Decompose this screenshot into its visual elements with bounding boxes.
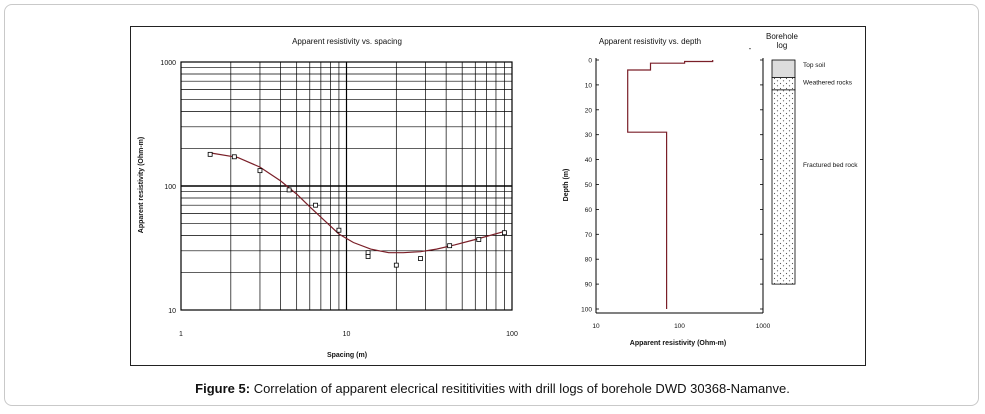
depth-chart-xlabel: Apparent resistivity (Ohm-m) (630, 340, 726, 347)
spacing-chart-x-tick-label: 1 (179, 331, 183, 338)
depth-chart-series (627, 60, 714, 309)
spacing-chart-y-tick-label: 1000 (160, 60, 176, 67)
depth-chart-y-tick-label: 0 (588, 58, 592, 65)
depth-chart-y-tick-label: 30 (585, 132, 593, 139)
spacing-chart-data-point (231, 154, 237, 160)
depth-chart-y-tick-label: 50 (585, 182, 593, 189)
spacing-chart-data-point (447, 243, 453, 249)
spacing-chart-data-point (336, 227, 342, 233)
depth-chart-x-tick-label: 1000 (756, 323, 771, 330)
spacing-chart-y-tick-label: 100 (164, 184, 176, 191)
spacing-chart-grid (180, 61, 513, 311)
figure-card: Apparent resistivity vs. spacing 1 10 100 1… (4, 4, 979, 406)
spacing-chart-data-point (476, 237, 482, 242)
figure-caption-label: Figure 5: (195, 381, 251, 396)
borehole-log-layers: Top soil Weathered rocks Fractured bed roc… (771, 59, 858, 285)
depth-chart-y-tick-label: 40 (585, 157, 593, 164)
borehole-layer (771, 77, 796, 91)
depth-chart-y-tick-label: 60 (585, 207, 593, 214)
borehole-layer-label: Top soil (803, 62, 826, 69)
borehole-layer-label: Fractured bed rock (803, 162, 858, 169)
spacing-chart-data-point (418, 256, 423, 261)
borehole-log-title-line1: Borehole (766, 32, 799, 41)
spacing-chart-data-point (207, 151, 213, 157)
figure-frame: Apparent resistivity vs. spacing 1 10 100 1… (130, 26, 866, 366)
depth-chart-x-tick-label: 100 (674, 323, 685, 330)
spacing-chart-ticks: 1 10 100 10 100 1000 (160, 60, 518, 338)
spacing-chart-data-point (257, 168, 263, 174)
depth-chart-y-tick-label: 100 (581, 307, 592, 314)
depth-chart: Apparent resistivity vs. depth 0 10 20 30 40… (563, 37, 771, 347)
spacing-chart-data-point (393, 262, 399, 268)
spacing-chart-xlabel: Spacing (m) (327, 352, 367, 359)
depth-chart-resistivity-step (627, 60, 714, 309)
spacing-chart-title: Apparent resistivity vs. spacing (292, 37, 402, 46)
spacing-chart-x-tick-label: 100 (506, 331, 518, 338)
borehole-log-title-line2: log (777, 41, 788, 50)
spacing-chart-fitted-curve (210, 152, 505, 254)
spacing-chart-data-point (502, 230, 507, 236)
spacing-chart-data-point (286, 187, 292, 193)
depth-chart-y-tick-label: 70 (585, 232, 593, 239)
spacing-chart: Apparent resistivity vs. spacing 1 10 1001… (138, 37, 518, 359)
borehole-layer-label: Weathered rocks (803, 79, 853, 86)
spacing-chart-y-tick-label: 10 (168, 308, 176, 315)
borehole-layer (771, 89, 796, 285)
figure-caption: Figure 5: Correlation of apparent elecri… (0, 381, 985, 396)
depth-chart-ticks: 0 10 20 30 40 50 60 70 80 90 100 10 100 1000 (581, 58, 770, 331)
figure-caption-text: Correlation of apparent elecrical resiti… (253, 381, 790, 396)
depth-chart-y-tick-label: 90 (585, 282, 593, 289)
depth-chart-ylabel: Depth (m) (563, 169, 570, 202)
spacing-chart-series (207, 151, 507, 268)
spacing-chart-data-point (365, 250, 371, 256)
borehole-log: Borehole log Top soil Weathered rocks Frac… (766, 32, 858, 285)
figure-charts: Apparent resistivity vs. spacing 1 10 1001… (138, 32, 858, 359)
depth-chart-title: Apparent resistivity vs. depth (599, 37, 701, 46)
spacing-chart-data-point (365, 254, 371, 259)
borehole-layer (771, 59, 796, 78)
spacing-chart-ylabel: Apparent resistivity (Ohm-m) (138, 137, 145, 233)
depth-chart-dash: - (749, 44, 752, 53)
depth-chart-y-tick-label: 80 (585, 257, 593, 264)
spacing-chart-data-point (313, 202, 318, 208)
depth-chart-x-tick-label: 10 (592, 323, 600, 330)
depth-chart-y-tick-label: 10 (585, 82, 593, 89)
spacing-chart-x-tick-label: 10 (343, 331, 351, 338)
depth-chart-y-tick-label: 20 (585, 107, 593, 114)
